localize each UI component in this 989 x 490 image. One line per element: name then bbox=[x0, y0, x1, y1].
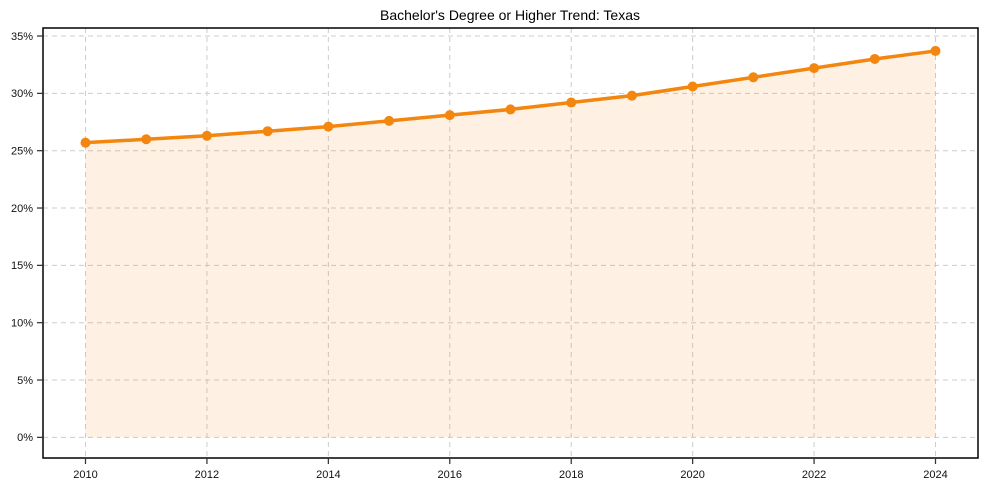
data-point-marker bbox=[930, 45, 941, 56]
data-point-marker bbox=[444, 110, 455, 121]
data-point-marker bbox=[626, 90, 637, 101]
x-axis-tick-label: 2024 bbox=[923, 469, 947, 481]
x-axis-tick-label: 2022 bbox=[802, 469, 826, 481]
tick-labels: 2010 2012 2014 2016 2018 2020 2022 2024 0% 5% 10% 1… bbox=[11, 31, 948, 481]
y-axis-tick-label: 30% bbox=[11, 88, 33, 100]
area-fill-layer bbox=[85, 50, 936, 438]
y-axis-tick-label: 5% bbox=[17, 375, 33, 387]
data-point-marker bbox=[566, 97, 577, 108]
plot-border bbox=[42, 27, 979, 459]
y-axis-tick-label: 20% bbox=[11, 203, 33, 215]
data-point-marker bbox=[262, 126, 273, 137]
y-axis-tick-label: 35% bbox=[11, 31, 33, 43]
y-axis-tick-label: 25% bbox=[11, 146, 33, 158]
data-point-marker bbox=[141, 134, 152, 145]
data-point-marker bbox=[748, 72, 759, 83]
x-axis-tick-label: 2020 bbox=[680, 469, 704, 481]
data-point-marker bbox=[809, 63, 820, 74]
x-axis-tick-label: 2016 bbox=[438, 469, 462, 481]
y-axis-tick-label: 10% bbox=[11, 318, 33, 330]
x-axis-tick-label: 2018 bbox=[559, 469, 583, 481]
data-point-marker bbox=[505, 104, 516, 115]
x-axis-tick-label: 2014 bbox=[316, 469, 340, 481]
axes bbox=[37, 27, 979, 464]
x-axis-tick-label: 2010 bbox=[73, 469, 97, 481]
y-axis-tick-label: 0% bbox=[17, 432, 33, 444]
chart-title: Bachelor's Degree or Higher Trend: Texas bbox=[380, 7, 640, 23]
x-axis-tick-label: 2012 bbox=[195, 469, 219, 481]
trend-line-layer bbox=[80, 45, 941, 148]
gridlines bbox=[43, 28, 978, 458]
data-point-marker bbox=[384, 115, 395, 126]
data-point-marker bbox=[869, 53, 880, 64]
data-point-marker bbox=[323, 121, 334, 132]
data-point-marker bbox=[80, 137, 91, 148]
area-fill bbox=[85, 50, 936, 438]
data-point-marker bbox=[687, 81, 698, 92]
data-point-marker bbox=[201, 130, 212, 141]
y-axis-tick-label: 15% bbox=[11, 260, 33, 272]
